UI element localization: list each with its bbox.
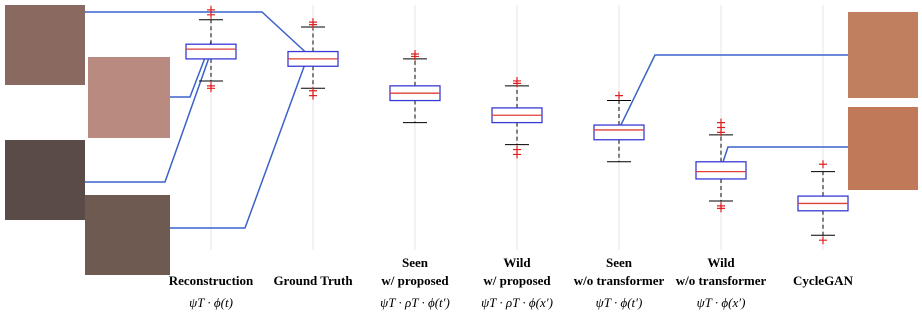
box	[696, 162, 746, 179]
formula-label: ψT · ϕ(x′)	[697, 295, 746, 310]
face-photo	[848, 12, 918, 98]
category-label: w/o transformer	[676, 273, 767, 288]
face-photos	[5, 5, 918, 275]
connector	[618, 55, 848, 131]
outlier	[309, 92, 317, 100]
face-photo	[85, 195, 170, 275]
formula-label: ψT · ϕ(t)	[189, 295, 233, 310]
category-label: Seen	[606, 255, 633, 270]
face-photo	[88, 57, 170, 138]
formula-label: ψT · ρT · ϕ(t′)	[380, 295, 450, 310]
category-label: Wild	[503, 255, 531, 270]
face-photo	[848, 107, 918, 190]
chart: Reconstruction ψT · ϕ(t) Ground Truth Seen w…	[0, 0, 922, 316]
outlier	[819, 236, 827, 244]
outlier	[615, 92, 623, 100]
category-label: w/ proposed	[483, 273, 551, 288]
connector	[170, 64, 305, 228]
grid	[211, 5, 823, 250]
category-label: w/ proposed	[381, 273, 449, 288]
formula-label: ψT · ρT · ϕ(x′)	[481, 295, 553, 310]
box	[594, 125, 644, 140]
category-label: Reconstruction	[169, 273, 254, 288]
category-label: w/o transformer	[574, 273, 665, 288]
category-label: Wild	[707, 255, 735, 270]
face-photo	[5, 140, 85, 220]
outlier	[513, 150, 521, 158]
category-label: CycleGAN	[793, 273, 854, 288]
box	[186, 44, 236, 59]
formula-label: ψT · ϕ(t′)	[596, 295, 643, 310]
category-label: Ground Truth	[273, 273, 353, 288]
face-photo	[5, 5, 85, 85]
outlier	[819, 160, 827, 168]
category-label: Seen	[402, 255, 429, 270]
